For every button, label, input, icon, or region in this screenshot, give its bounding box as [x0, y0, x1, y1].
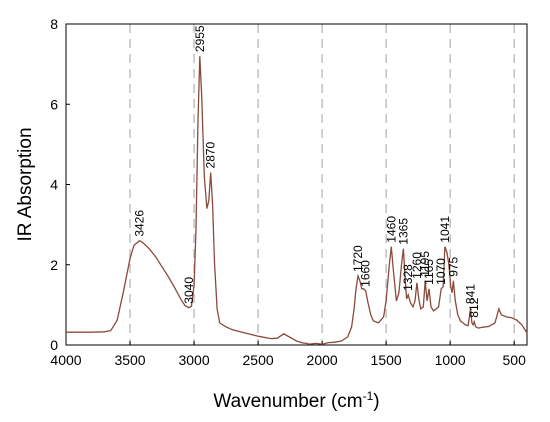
peak-label-1260: 1260	[410, 252, 424, 279]
x-tick-label-500: 500	[503, 352, 527, 368]
peak-label-2870: 2870	[204, 141, 218, 168]
peak-label-841: 841	[464, 284, 478, 304]
peak-label-1070: 1070	[434, 258, 448, 285]
x-axis-title-superscript: -1	[363, 389, 374, 403]
y-tick-label-2: 2	[50, 257, 58, 273]
x-tick-label-2500: 2500	[243, 352, 274, 368]
peak-label-2955: 2955	[193, 25, 207, 52]
x-tick-label-1500: 1500	[371, 352, 402, 368]
y-tick-label-8: 8	[50, 16, 58, 32]
y-tick-label-6: 6	[50, 96, 58, 112]
peak-label-1365: 1365	[396, 218, 410, 245]
x-tick-label-4000: 4000	[50, 352, 81, 368]
x-tick-label-1000: 1000	[435, 352, 466, 368]
peak-label-975: 975	[446, 256, 460, 276]
y-tick-label-4: 4	[50, 177, 58, 193]
plot-frame	[65, 23, 528, 346]
x-tick-label-3500: 3500	[114, 352, 145, 368]
x-axis-title-close: )	[373, 391, 379, 412]
peak-label-1195: 1195	[418, 251, 432, 277]
peak-label-1660: 1660	[359, 260, 373, 287]
peak-label-1041: 1041	[438, 216, 452, 243]
x-tick-label-2000: 2000	[307, 352, 338, 368]
x-axis-title: Wavenumber (cm-1)	[213, 389, 379, 412]
peak-label-3040: 3040	[182, 277, 196, 304]
peak-label-1460: 1460	[384, 216, 398, 243]
peak-label-1328: 1328	[401, 264, 415, 291]
peak-label-3426: 3426	[133, 210, 147, 237]
y-tick-label-0: 0	[50, 337, 58, 353]
x-tick-label-3000: 3000	[178, 352, 209, 368]
peak-label-1165: 1165	[422, 259, 436, 285]
axis-ticks: 4000 3500 3000 2500 2000 1500 1000 500 0 2 4 6 8	[50, 16, 526, 368]
x-axis-title-main: Wavenumber (cm	[213, 391, 362, 412]
spectrum-line	[66, 56, 528, 345]
y-axis-title: IR Absorption	[15, 127, 36, 241]
peak-label-1720: 1720	[351, 245, 365, 272]
grid-lines	[129, 24, 515, 345]
peak-label-812: 812	[467, 297, 481, 317]
